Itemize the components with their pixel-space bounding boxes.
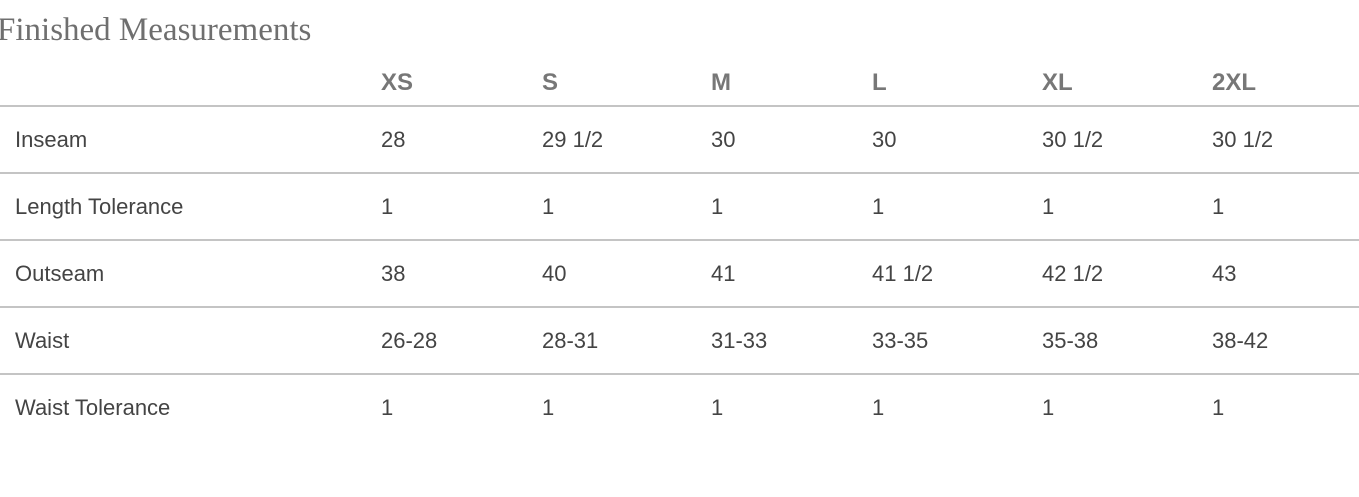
table-cell: 1 [711,173,872,241]
measurements-table: XS S M L XL 2XL Inseam 28 29 1/2 30 30 30 1/2 30 1/… [0,60,1359,440]
table-row: Inseam 28 29 1/2 30 30 30 1/2 30 1/2 [0,106,1359,174]
column-header: M [711,60,872,107]
column-header: XL [1042,60,1212,107]
header-cell-empty [0,60,381,107]
table-cell: 26-28 [381,307,542,375]
table-cell: 29 1/2 [542,106,711,174]
table-cell: 1 [542,394,555,420]
table-cell: 33-35 [872,307,1042,375]
row-label: Length Tolerance [0,173,381,241]
table-cell: 1 [1212,394,1225,420]
row-label: Outseam [0,240,381,308]
table-cell: 35-38 [1042,307,1212,375]
column-header: L [872,60,1042,107]
table-cell: 1 [1042,394,1055,420]
table-cell: 28 [381,106,542,174]
table-cell: 31-33 [711,307,872,375]
table-cell: 40 [542,240,711,308]
table-cell: 1 [381,394,394,420]
row-label: Inseam [0,106,381,174]
table-cell: 1 [1212,173,1359,241]
table-row: Outseam 38 40 41 41 1/2 42 1/2 43 [0,240,1359,308]
table-cell: 38 [381,240,542,308]
table-cell: 1 [1042,173,1212,241]
table-row: Waist 26-28 28-31 31-33 33-35 35-38 38-42 [0,307,1359,375]
header-row: XS S M L XL 2XL [0,60,1359,107]
table-row: Waist Tolerance 1 1 1 1 1 1 [0,374,1359,440]
table-cell: 30 1/2 [1212,106,1359,174]
row-label: Waist [0,307,381,375]
table-cell: 30 [872,106,1042,174]
table-cell: 1 [872,173,1042,241]
table-cell: 28-31 [542,307,711,375]
column-header: 2XL [1212,60,1359,107]
row-label: Waist Tolerance [15,394,171,420]
table-cell: 38-42 [1212,307,1359,375]
table-cell: 1 [872,394,885,420]
table-cell: 43 [1212,240,1359,308]
table-cell: 30 1/2 [1042,106,1212,174]
table-cell: 41 1/2 [872,240,1042,308]
table-cell: 1 [542,173,711,241]
page-title: Finished Measurements [0,12,312,48]
column-header: S [542,60,711,107]
column-header: XS [381,60,542,107]
table-cell: 1 [711,394,724,420]
table-row: Length Tolerance 1 1 1 1 1 1 [0,173,1359,241]
table-cell: 1 [381,173,542,241]
table-cell: 30 [711,106,872,174]
table-cell: 41 [711,240,872,308]
table-cell: 42 1/2 [1042,240,1212,308]
